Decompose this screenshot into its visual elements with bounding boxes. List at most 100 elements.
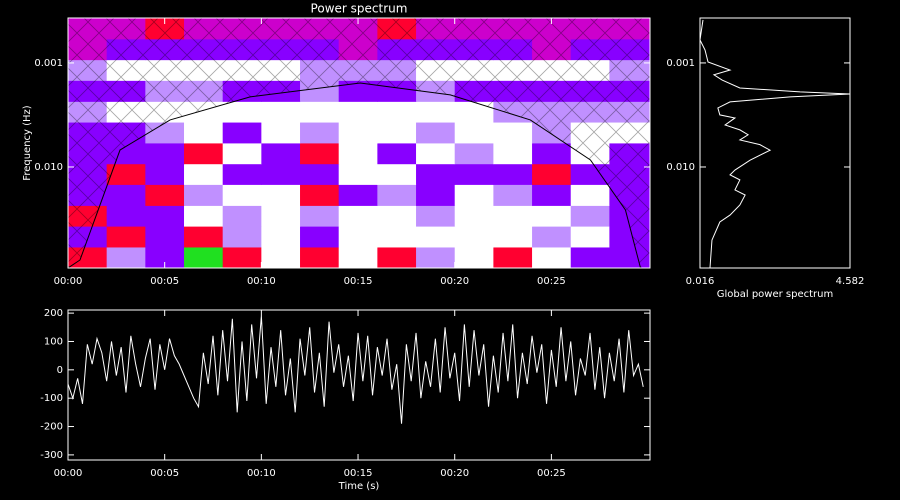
heatmap-cell	[145, 142, 185, 165]
heatmap-cell	[338, 184, 378, 206]
heatmap-cell	[570, 226, 610, 248]
heatmap-cell	[493, 122, 533, 144]
heatmap-cell	[454, 246, 494, 268]
x-tick-label: 00:00	[54, 276, 83, 287]
heatmap-cell	[416, 205, 456, 227]
heatmap-cell	[222, 226, 262, 248]
heatmap-cell	[338, 246, 378, 268]
heatmap-cell	[184, 205, 224, 227]
heatmap-cell	[493, 226, 533, 248]
heatmap-cell	[454, 226, 494, 248]
heatmap-cell	[261, 184, 301, 206]
heatmap-cell	[222, 205, 262, 227]
heatmap-cell	[416, 122, 456, 144]
heatmap-cell	[106, 184, 146, 206]
heatmap-cell	[106, 226, 146, 248]
heatmap-cell	[454, 184, 494, 206]
line	[699, 19, 850, 269]
x-tick-label: 00:15	[344, 276, 373, 287]
plot-frame	[67, 309, 651, 461]
heatmap-cell	[493, 142, 533, 165]
heatmap-cell	[338, 122, 378, 144]
heatmap-cell	[338, 205, 378, 227]
heatmap-cell	[106, 163, 146, 185]
heatmap-cell	[300, 142, 340, 165]
heatmap-cell	[532, 163, 572, 185]
heatmap-cell	[493, 246, 533, 268]
heatmap-cell	[261, 246, 301, 268]
heatmap-cell	[338, 142, 378, 165]
heatmap-cell	[532, 246, 572, 268]
heatmap-cell	[454, 142, 494, 165]
heatmap-cell	[570, 205, 610, 227]
heatmap-cell	[416, 101, 456, 123]
heatmap-cell	[184, 184, 224, 206]
heatmap-cell	[454, 101, 494, 123]
y-tick-label: 0.001	[666, 58, 695, 69]
x-tick-label: 00:25	[537, 468, 566, 479]
heatmap-cell	[416, 163, 456, 185]
y-tick-label: 200	[44, 308, 63, 319]
heatmap-cell	[416, 184, 456, 206]
heatmap-cell	[145, 163, 185, 185]
heatmap-cell	[261, 205, 301, 227]
heatmap-cell	[300, 246, 340, 268]
y-tick-label: -100	[40, 393, 63, 404]
heatmap-cell	[300, 226, 340, 248]
heatmap-cell	[377, 226, 417, 248]
heatmap-cell	[300, 122, 340, 144]
heatmap-cell	[222, 101, 262, 123]
plot-frame	[67, 17, 651, 269]
heatmap-cell	[493, 163, 533, 185]
heatmap	[68, 18, 650, 268]
x-tick-label: 00:05	[150, 276, 179, 287]
heatmap-cell	[222, 184, 262, 206]
y-tick-label: -200	[40, 422, 63, 433]
heatmap-cell	[184, 142, 224, 165]
heatmap-cell	[106, 246, 146, 268]
heatmap-cell	[106, 205, 146, 227]
heatmap-cell	[184, 246, 224, 268]
plot-frame	[699, 17, 851, 269]
x-tick-label: 4.582	[836, 276, 865, 287]
heatmap-cell	[377, 142, 417, 165]
heatmap-cell	[222, 163, 262, 185]
heatmap-cell	[184, 122, 224, 144]
x-axis-label: Global power spectrum	[717, 289, 833, 300]
x-tick-label: 00:20	[440, 276, 469, 287]
heatmap-cell	[377, 184, 417, 206]
coi-line	[68, 82, 642, 268]
heatmap-cell	[300, 184, 340, 206]
heatmap-cell	[377, 163, 417, 185]
y-tick-label: 0	[57, 365, 63, 376]
heatmap-cell	[377, 101, 417, 123]
heatmap-cell	[377, 246, 417, 268]
x-tick-label: 00:05	[150, 468, 179, 479]
heatmap-cell	[261, 122, 301, 144]
heatmap-cell	[532, 205, 572, 227]
heatmap-cell	[532, 184, 572, 206]
x-tick-label: 0.016	[686, 276, 715, 287]
heatmap-cell	[222, 246, 262, 268]
heatmap-cell	[145, 184, 185, 206]
heatmap-cell	[184, 226, 224, 248]
heatmap-cell	[570, 246, 610, 268]
y-tick-label: -300	[40, 450, 63, 461]
heatmap-cell	[454, 122, 494, 144]
heatmap-cell	[184, 163, 224, 185]
x-tick-label: 00:00	[54, 468, 83, 479]
heatmap-cell	[338, 80, 378, 102]
y-tick-label: 0.001	[34, 58, 63, 69]
heatmap-cell	[416, 226, 456, 248]
heatmap-cell	[300, 101, 340, 123]
heatmap-cell	[454, 205, 494, 227]
heatmap-cell	[300, 163, 340, 185]
heatmap-cell	[377, 205, 417, 227]
heatmap-cell	[416, 142, 456, 165]
x-tick-label: 00:10	[247, 468, 276, 479]
heatmap-cell	[416, 246, 456, 268]
heatmap-cell	[377, 122, 417, 144]
heatmap-cell	[454, 163, 494, 185]
heatmap-cell	[261, 101, 301, 123]
heatmap-cell	[222, 142, 262, 165]
